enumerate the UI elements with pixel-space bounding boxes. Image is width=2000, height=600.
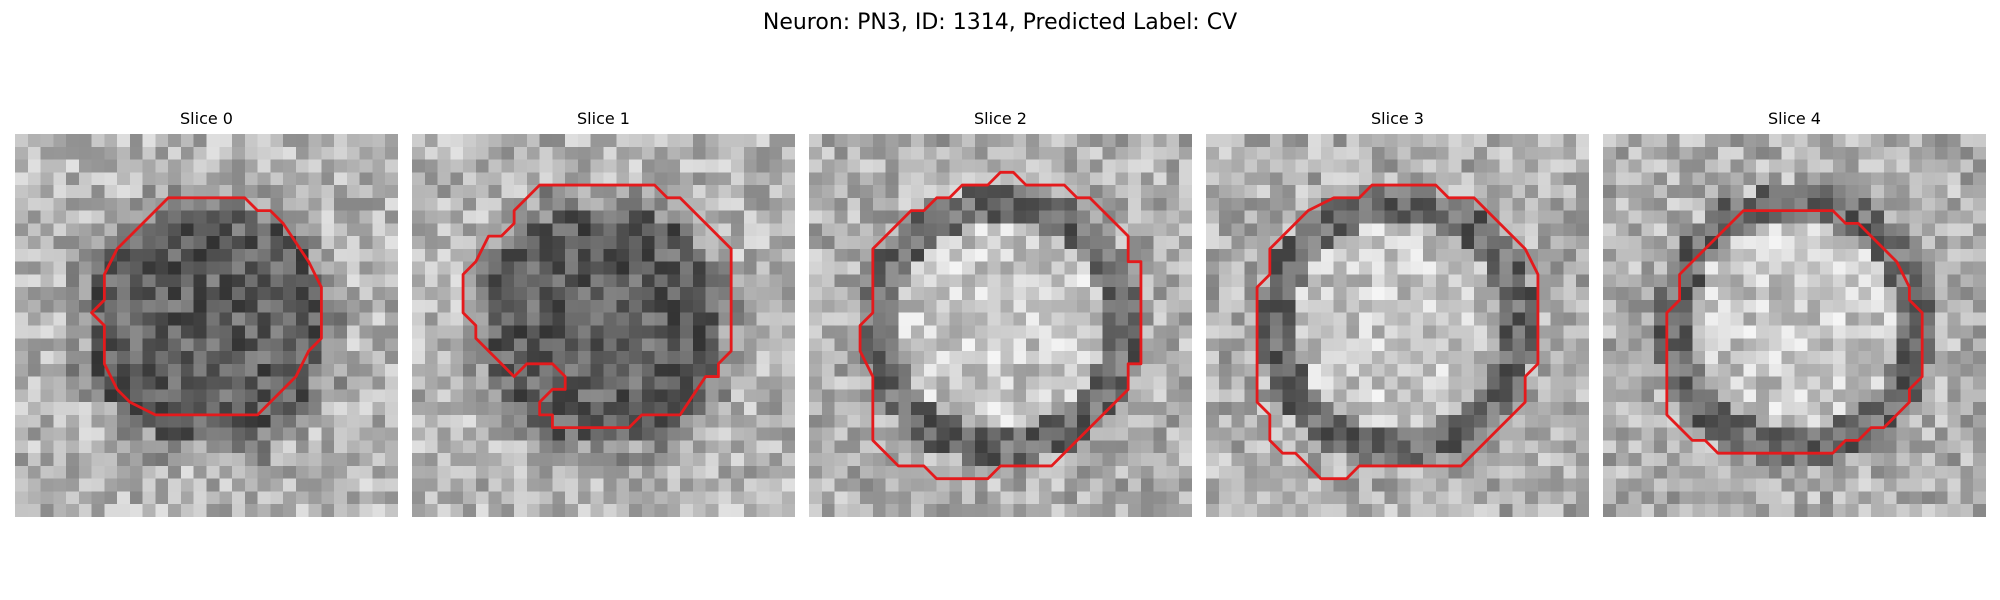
panel-title: Slice 4 [1603,108,1986,130]
panel-title: Slice 2 [809,108,1192,130]
panel-title: Slice 0 [15,108,398,130]
slice-image [1603,134,1986,517]
panel-slice-4: Slice 4 [1603,108,1986,517]
slice-image [1206,134,1589,517]
panel-title: Slice 3 [1206,108,1589,130]
panel-slice-2: Slice 2 [809,108,1192,517]
slice-image [412,134,795,517]
panel-slice-1: Slice 1 [412,108,795,517]
grayscale-pixels [15,134,398,517]
grayscale-pixels [809,134,1192,517]
figure-title: Neuron: PN3, ID: 1314, Predicted Label: … [0,6,2000,40]
grayscale-pixels [1603,134,1986,517]
slice-image [809,134,1192,517]
slice-image [15,134,398,517]
panel-title: Slice 1 [412,108,795,130]
grayscale-pixels [412,134,795,517]
grayscale-pixels [1206,134,1589,517]
panel-slice-3: Slice 3 [1206,108,1589,517]
panel-slice-0: Slice 0 [15,108,398,517]
